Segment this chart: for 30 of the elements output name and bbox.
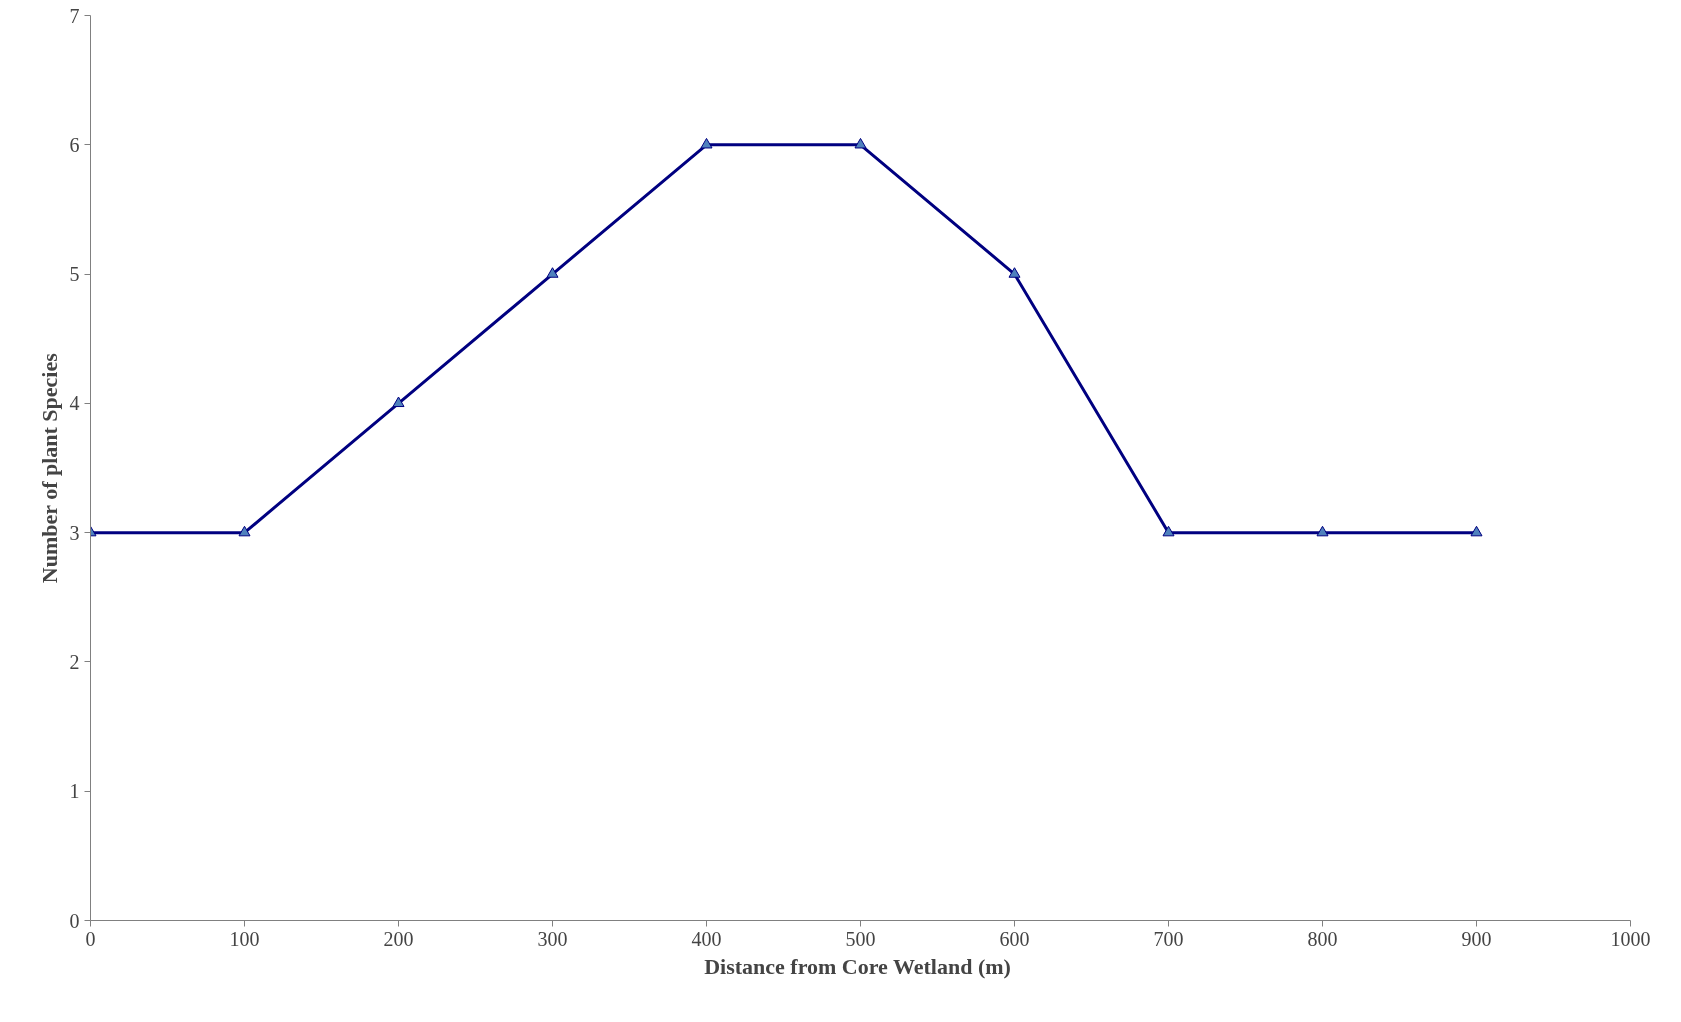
x-axis-title: Distance from Core Wetland (m) xyxy=(704,953,1011,979)
x-tick-label: 100 xyxy=(229,927,260,950)
point xyxy=(1470,525,1483,537)
x-tick-label: 800 xyxy=(1307,927,1338,950)
point xyxy=(546,267,559,278)
y-tick-label: 5 xyxy=(69,263,80,286)
x-tick-label: 700 xyxy=(1153,927,1184,950)
point xyxy=(1316,525,1329,537)
x-tick-label: 1000 xyxy=(1610,927,1651,950)
x-tick-label: 200 xyxy=(383,927,414,950)
x-tick-label: 0 xyxy=(85,927,96,950)
x-tick-label: 400 xyxy=(691,927,722,950)
y-tick-label: 6 xyxy=(69,133,80,156)
point xyxy=(238,525,251,537)
y-tick-label: 3 xyxy=(69,521,80,544)
x-tick-label: 500 xyxy=(845,927,876,950)
point xyxy=(392,396,405,408)
y-axis-title: Number of plant Species xyxy=(36,352,62,584)
x-tick-label: 300 xyxy=(537,927,568,950)
point xyxy=(1162,525,1175,537)
point xyxy=(1008,267,1021,278)
point xyxy=(854,137,867,149)
x-tick-label: 600 xyxy=(999,927,1030,950)
y-tick-label: 4 xyxy=(69,392,80,415)
y-tick-label: 1 xyxy=(69,780,80,803)
y-tick-label: 0 xyxy=(69,909,80,932)
point xyxy=(700,137,713,149)
x-tick-label: 900 xyxy=(1461,927,1492,950)
y-tick-label: 2 xyxy=(69,650,80,673)
y-tick-label: 7 xyxy=(69,4,80,27)
